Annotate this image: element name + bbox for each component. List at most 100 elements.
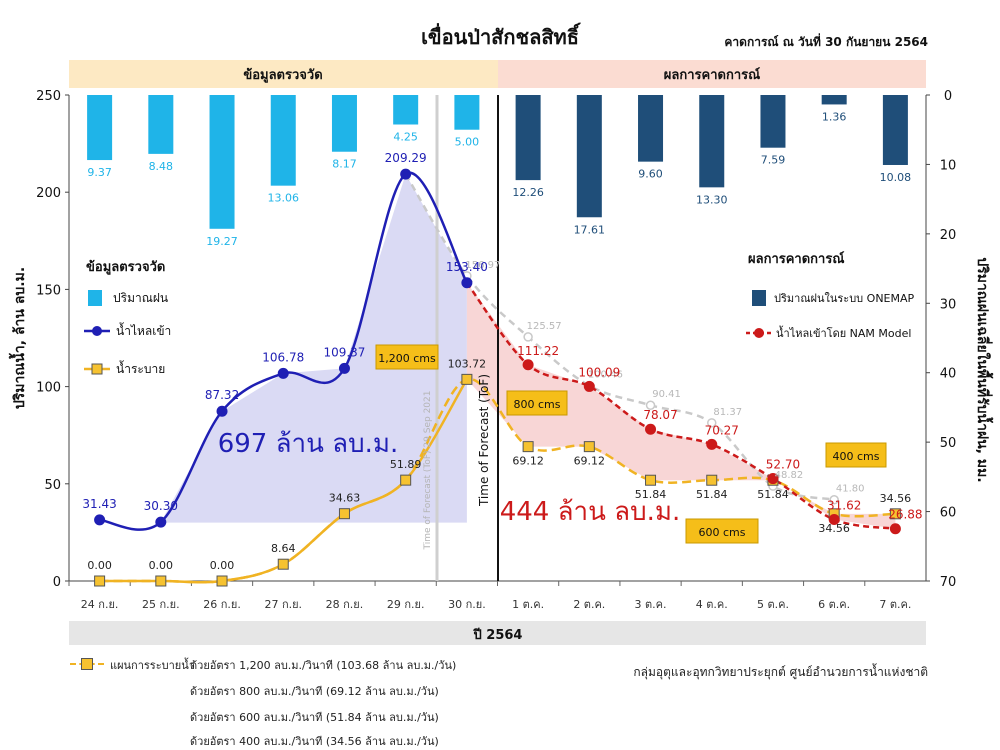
observed-rain-bar xyxy=(393,95,419,125)
legend-label-release: น้ำระบาย xyxy=(116,360,165,376)
tof-label-gray: Time of Forecast (ToF) 29 Sep 2021 xyxy=(423,391,433,551)
legend-swatch-rain xyxy=(88,290,102,306)
gray-value-label: 48.82 xyxy=(775,470,804,481)
release-value-label: 8.64 xyxy=(271,542,296,555)
inflow-value-label: 87.32 xyxy=(205,388,239,402)
legend-label-rain: ปริมาณฝน xyxy=(113,291,168,305)
nam-value-label: 52.70 xyxy=(766,458,800,472)
legend-label-inflow: น้ำไหลเข้า xyxy=(116,322,171,338)
release-point xyxy=(277,558,289,570)
legend-label-onemap: ปริมาณฝนในระบบ ONEMAP xyxy=(774,292,915,305)
y-tick-label: 150 xyxy=(36,283,61,298)
y-tick-label: 250 xyxy=(36,89,61,104)
gray-forecast-point xyxy=(707,418,717,428)
observed-rain-bar xyxy=(331,95,357,152)
forecast-rain-bar xyxy=(821,95,847,105)
nam-point xyxy=(889,523,901,535)
callout-box xyxy=(506,390,568,416)
forecast-rain-bar xyxy=(576,95,602,218)
rain-value-label: 4.25 xyxy=(393,131,418,144)
plan-legend-marker xyxy=(81,658,93,670)
nam-value-label: 100.09 xyxy=(578,365,620,379)
rain-value-label: 13.06 xyxy=(268,192,300,205)
forecast-legend-title: ผลการคาดการณ์ xyxy=(748,251,844,267)
x-tick-label: 25 ก.ย. xyxy=(142,598,180,611)
rain-value-label: 8.17 xyxy=(332,158,357,171)
y-tick-label: 200 xyxy=(36,186,61,201)
rain-value-label: 17.61 xyxy=(574,223,606,236)
x-tick-label: 30 ก.ย. xyxy=(448,598,486,611)
inflow-value-label: 106.78 xyxy=(262,350,304,364)
release-value-label: 103.72 xyxy=(448,357,487,370)
inflow-value-label: 31.43 xyxy=(82,497,116,511)
observed-volume-label: 697 ล้าน ลบ.ม. xyxy=(218,429,399,459)
x-tick-label: 24 ก.ย. xyxy=(81,598,119,611)
gray-value-label: 100.46 xyxy=(588,370,623,381)
release-point xyxy=(522,441,534,453)
nam-point xyxy=(706,438,718,450)
nam-point xyxy=(522,359,534,371)
x-tick-label: 28 ก.ย. xyxy=(326,598,364,611)
callout-label: 800 cms xyxy=(514,398,561,411)
callout-box xyxy=(685,518,759,544)
gray-forecast-point xyxy=(523,332,533,342)
inflow-value-label: 209.29 xyxy=(385,151,427,165)
y2-tick-label: 30 xyxy=(940,297,957,312)
release-value-label: 0.00 xyxy=(87,559,112,572)
release-point xyxy=(94,575,106,587)
callout-box xyxy=(825,442,887,468)
observed-header-band xyxy=(69,60,498,88)
forecast-date: คาดการณ์ ณ วันที่ 30 กันยายน 2564 xyxy=(724,33,928,49)
inflow-point xyxy=(338,362,350,374)
release-point xyxy=(400,474,412,486)
gray-value-label: 156.97 xyxy=(465,260,500,271)
rain-value-label: 13.30 xyxy=(696,193,728,206)
callout-label: 400 cms xyxy=(833,450,880,463)
release-value-label: 51.84 xyxy=(635,488,667,501)
year-band xyxy=(69,621,926,645)
series-lines xyxy=(94,168,901,587)
inflow-point xyxy=(461,277,473,289)
rain-value-label: 7.59 xyxy=(761,154,786,167)
inflow-point xyxy=(400,168,412,180)
nam-value-label: 78.07 xyxy=(643,408,677,422)
y2-tick-label: 70 xyxy=(940,575,957,590)
forecast-volume-label: 444 ล้าน ลบ.ม. xyxy=(500,497,681,527)
y-axis-title: ปริมาณน้ำ, ล้าน ลบ.ม. xyxy=(8,267,28,409)
y-tick-label: 50 xyxy=(44,478,61,493)
x-tick-label: 2 ต.ค. xyxy=(573,598,605,611)
observed-rain-bar xyxy=(148,95,174,154)
legend-marker-release xyxy=(91,363,103,375)
release-value-label: 0.00 xyxy=(149,559,174,572)
y2-tick-label: 0 xyxy=(944,89,952,104)
y-tick-label: 100 xyxy=(36,381,61,396)
axes: 0 50 100 150 200 250 0 10 20 30 40 50 60 70 24 ก.ย. 25 … xyxy=(36,89,956,611)
x-tick-label: 7 ต.ค. xyxy=(879,598,911,611)
observed-rain-bar xyxy=(270,95,296,186)
agency-credit: กลุ่มอุตุและอุทกวิทยาประยุกต์ ศูนย์อำนวย… xyxy=(633,665,928,679)
plan-legend-title: แผนการระบายน้ำ xyxy=(110,659,195,672)
release-value-label: 51.84 xyxy=(757,488,789,501)
rain-value-label: 8.48 xyxy=(149,160,174,173)
legend-label-nam: น้ำไหลเข้าโดย NAM Model xyxy=(776,325,911,340)
y2-tick-label: 20 xyxy=(940,228,957,243)
x-tick-label: 6 ต.ค. xyxy=(818,598,850,611)
callout-box xyxy=(375,344,439,370)
forecast-header-label: ผลการคาดการณ์ xyxy=(664,67,760,83)
observed-legend-title: ข้อมูลตรวจวัด xyxy=(86,259,165,275)
forecast-rain-bar xyxy=(515,95,541,181)
y-tick-label: 0 xyxy=(53,575,61,590)
release-value-label: 51.89 xyxy=(390,458,422,471)
nam-point xyxy=(583,380,595,392)
nam-point xyxy=(645,423,657,435)
observed-header-label: ข้อมูลตรวจวัด xyxy=(243,67,322,83)
nam-value-label: 31.62 xyxy=(827,499,861,513)
gray-value-label: 41.80 xyxy=(836,484,865,495)
forecast-rain-bar xyxy=(699,95,725,188)
rain-value-label: 1.36 xyxy=(822,110,847,123)
year-label: ปี 2564 xyxy=(472,627,522,643)
inflow-value-label: 30.30 xyxy=(144,499,178,513)
rain-value-label: 9.60 xyxy=(638,168,663,181)
